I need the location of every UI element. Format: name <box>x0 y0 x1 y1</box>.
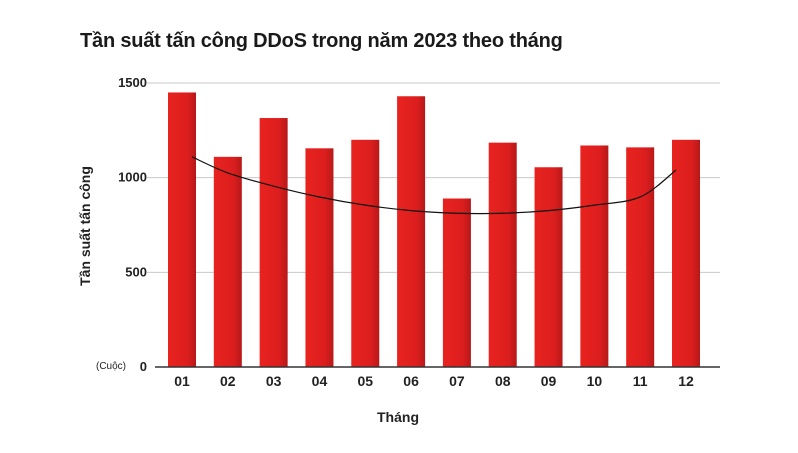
x-tick-label: 01 <box>174 373 190 389</box>
x-tick-label: 03 <box>266 373 282 389</box>
chart-title: Tần suất tấn công DDoS trong năm 2023 th… <box>80 30 563 52</box>
bar-04 <box>305 148 334 367</box>
trendline-layer <box>191 156 677 215</box>
y-tick-label: 0 <box>140 359 147 374</box>
x-tick-label: 02 <box>220 373 236 389</box>
bar-08 <box>488 142 517 367</box>
x-tick-label: 09 <box>541 373 557 389</box>
label-layer: 0 500 1000 1500 (Cuộc) 01 02 03 04 05 06 07 08 09 10 11… <box>77 75 694 425</box>
y-tick-label: 1000 <box>118 170 147 185</box>
x-axis-title: Tháng <box>377 409 419 425</box>
x-tick-label: 11 <box>633 373 648 389</box>
x-tick-label: 05 <box>357 373 373 389</box>
bar-09 <box>534 167 563 367</box>
bar-03 <box>259 118 288 367</box>
bar-06 <box>397 96 426 368</box>
x-tick-label: 12 <box>678 373 694 389</box>
bar-01 <box>168 92 196 367</box>
x-tick-label: 07 <box>449 373 465 389</box>
bar-07 <box>442 198 471 367</box>
x-tick-label: 04 <box>312 373 328 389</box>
x-tick-label: 06 <box>403 373 419 389</box>
y-tick-label: 500 <box>125 264 147 279</box>
bar-02 <box>213 156 242 367</box>
x-tick-label: 10 <box>587 373 603 389</box>
bar-05 <box>351 139 380 367</box>
y-tick-label: 1500 <box>118 75 147 90</box>
y-unit-label: (Cuộc) <box>96 361 126 372</box>
x-tick-label: 08 <box>495 373 511 389</box>
bar-12 <box>672 139 700 367</box>
trendline <box>191 156 677 215</box>
bar-10 <box>580 145 609 367</box>
y-axis-title: Tần suất tấn công <box>77 166 93 286</box>
bars-layer <box>168 92 700 368</box>
bar-11 <box>626 147 655 367</box>
